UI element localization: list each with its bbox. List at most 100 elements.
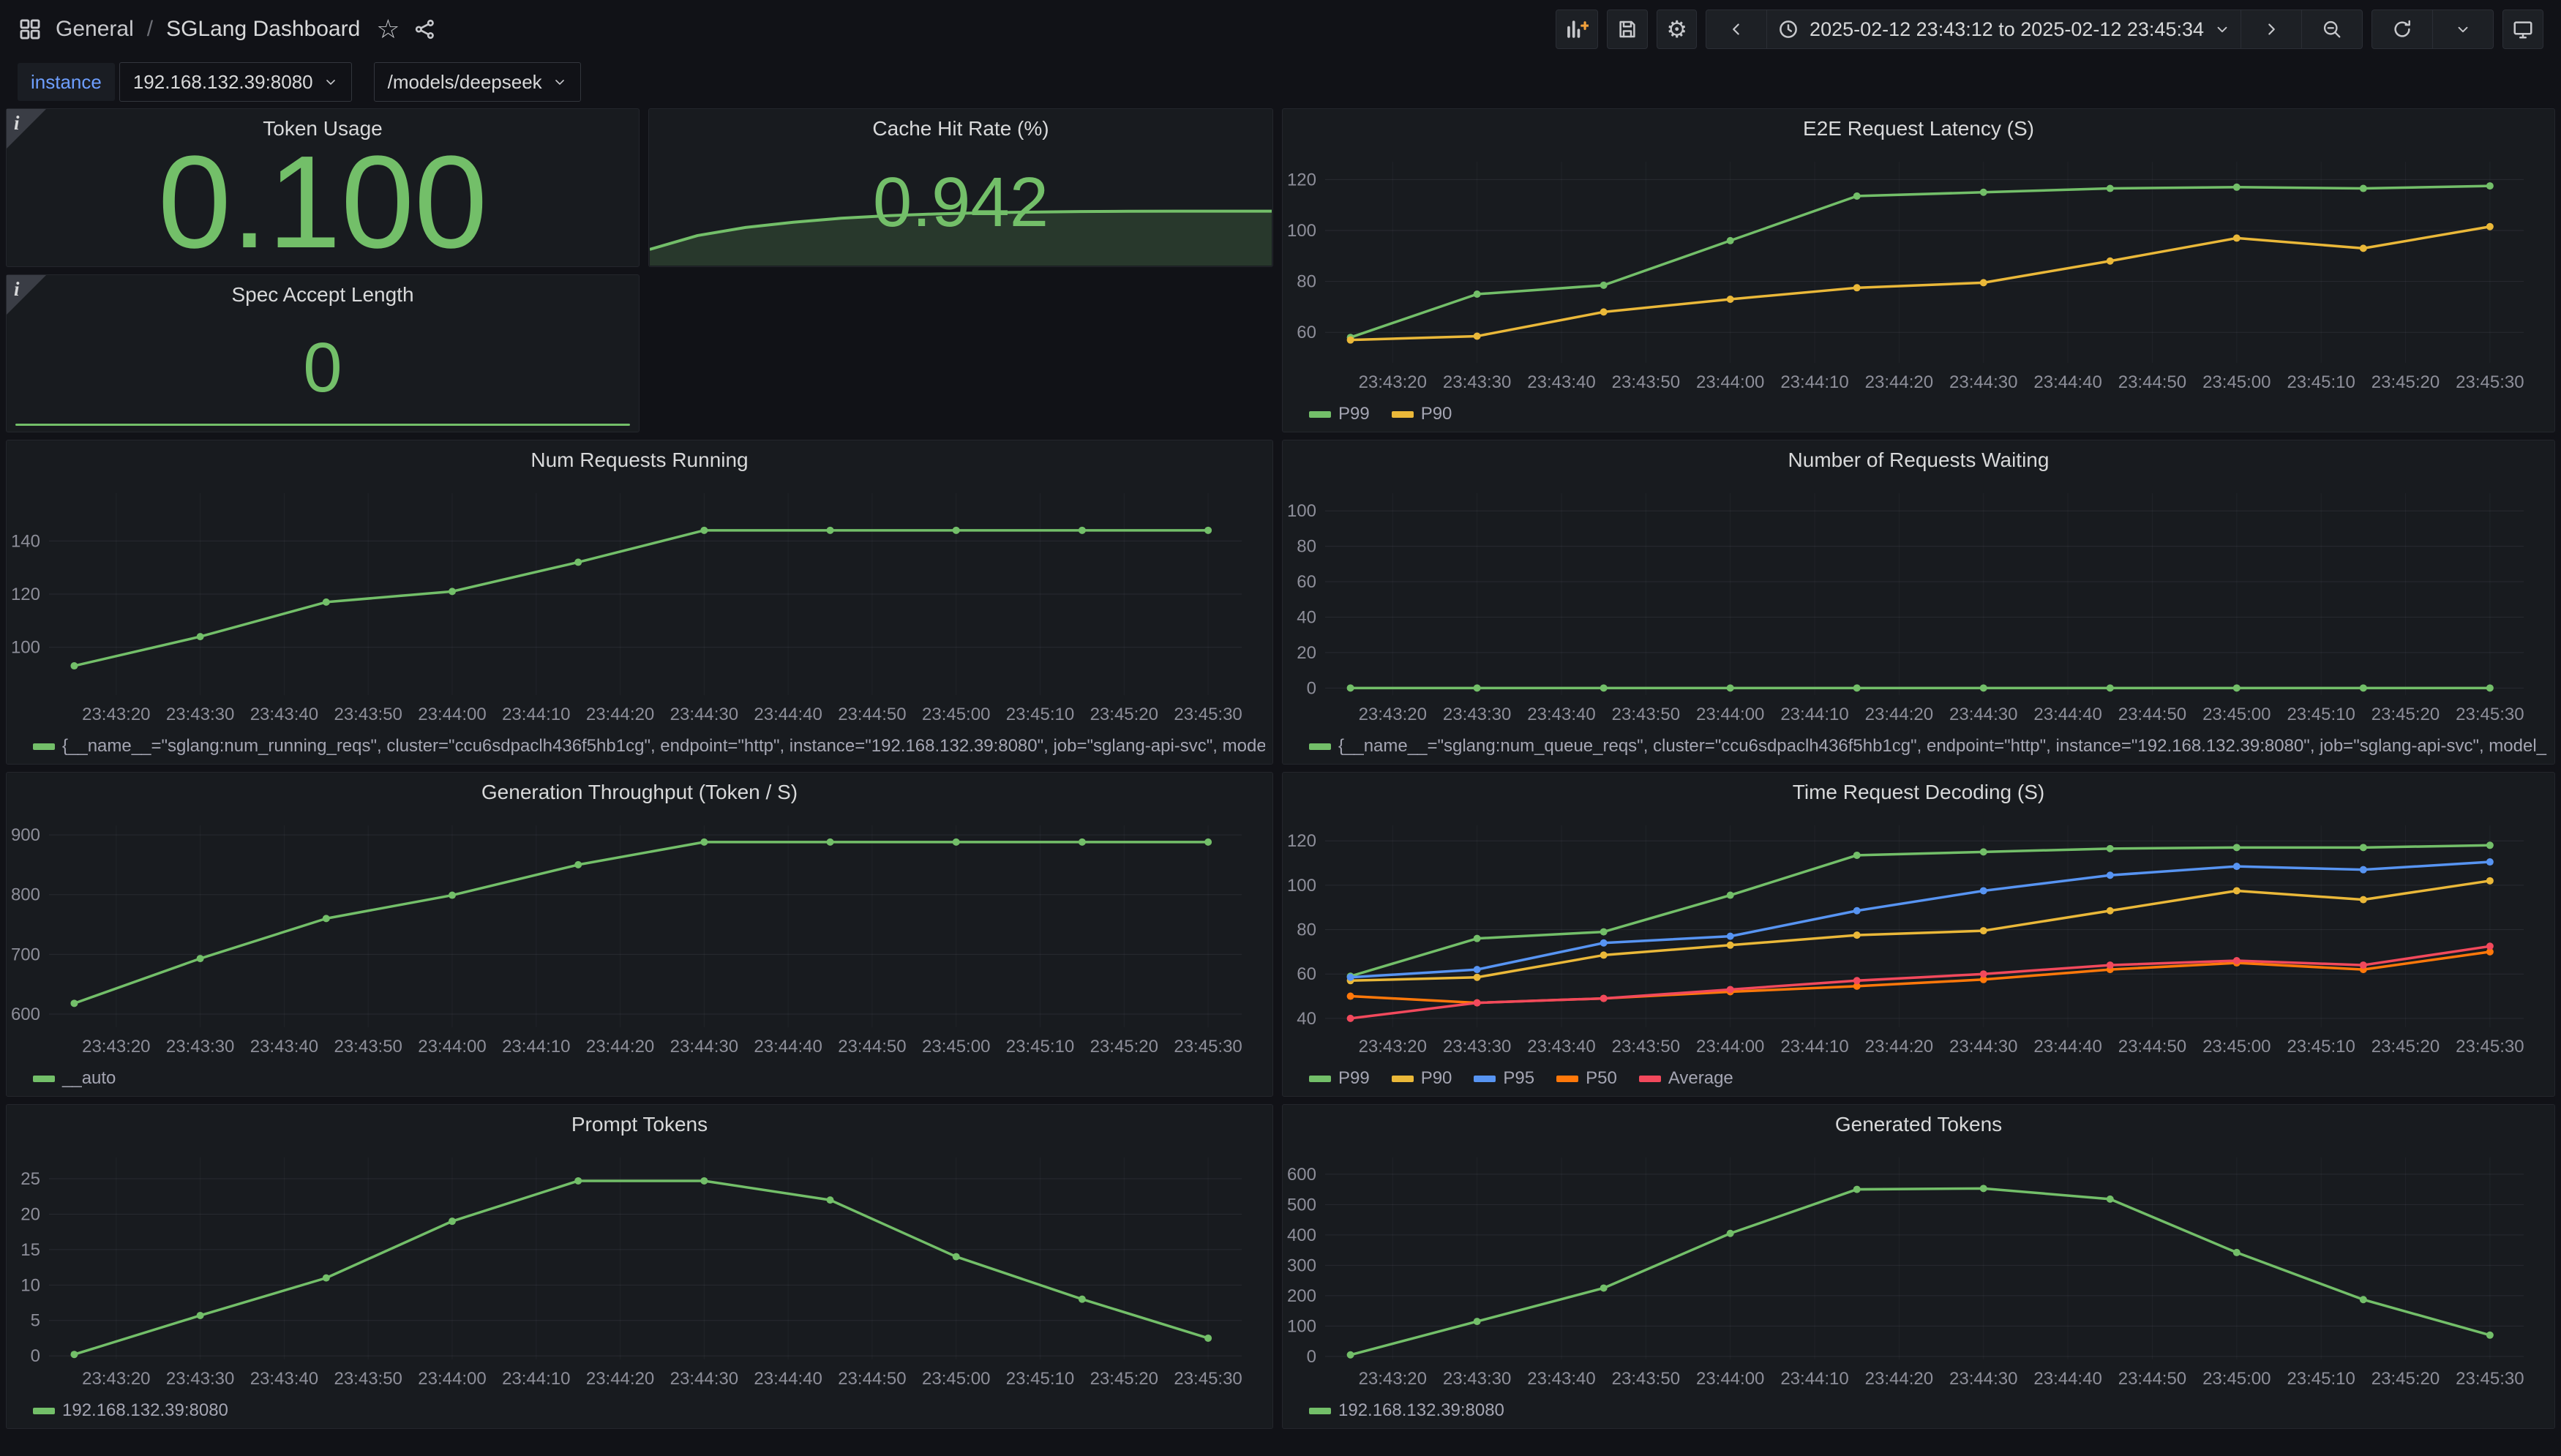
svg-text:23:44:10: 23:44:10 [1780, 372, 1848, 392]
panel-title[interactable]: Num Requests Running [530, 449, 749, 471]
legend-item[interactable]: P99 [1309, 404, 1370, 424]
legend-item[interactable]: P90 [1391, 404, 1452, 424]
svg-text:100: 100 [1287, 876, 1316, 896]
panel-title[interactable]: E2E Request Latency (S) [1803, 117, 2034, 140]
variable-instance-value: 192.168.132.39:8080 [132, 70, 313, 93]
svg-text:23:45:00: 23:45:00 [2202, 372, 2271, 392]
panel-title[interactable]: Spec Accept Length [231, 283, 414, 306]
refresh-interval-dropdown[interactable] [2432, 10, 2493, 48]
svg-text:23:45:00: 23:45:00 [922, 1037, 990, 1057]
stat-value: 0.100 [157, 128, 488, 276]
legend: 192.168.132.39:8080 [33, 1397, 1265, 1424]
timeseries-plot[interactable]: 23:43:20 23:43:30 23:43:40 23:43:50 23:44:00… [1284, 812, 2553, 1061]
panel-title[interactable]: Generation Throughput (Token / S) [481, 781, 798, 803]
dashboard-grid: i Token Usage 0.100 Cache Hit Rate (%) 0… [0, 105, 2561, 1456]
monitor-icon [2513, 21, 2532, 39]
svg-text:23:43:30: 23:43:30 [166, 1037, 234, 1057]
panel-title[interactable]: Number of Requests Waiting [1788, 449, 2050, 471]
svg-text:23:44:10: 23:44:10 [1780, 1369, 1848, 1389]
timeseries-plot[interactable]: 23:43:20 23:43:30 23:43:40 23:43:50 23:44:00… [1284, 480, 2553, 729]
dashboard-settings-button[interactable]: ⚙ [1657, 10, 1698, 49]
svg-text:23:44:30: 23:44:30 [1949, 1369, 2017, 1389]
svg-text:100: 100 [11, 638, 40, 658]
legend-label: P95 [1503, 1068, 1535, 1088]
time-range-picker[interactable]: 2025-02-12 23:43:12 to 2025-02-12 23:45:… [1766, 10, 2241, 48]
panel-info-corner-icon[interactable] [7, 109, 46, 149]
legend-item[interactable]: 192.168.132.39:8080 [33, 1400, 228, 1421]
timeseries-plot[interactable]: 23:43:20 23:43:30 23:43:40 23:43:50 23:44:00… [8, 1144, 1271, 1393]
svg-text:23:43:50: 23:43:50 [1612, 372, 1680, 392]
legend-swatch [1309, 1075, 1331, 1082]
timeseries-plot[interactable]: 23:43:20 23:43:30 23:43:40 23:43:50 23:44:00… [8, 812, 1271, 1061]
svg-text:23:44:10: 23:44:10 [502, 1369, 570, 1389]
panel-title[interactable]: Prompt Tokens [571, 1113, 708, 1136]
timeseries-plot[interactable]: 23:43:20 23:43:30 23:43:40 23:43:50 23:44:00… [8, 480, 1271, 729]
svg-text:23:44:50: 23:44:50 [2118, 372, 2186, 392]
legend-item[interactable]: {__name__="sglang:num_running_reqs", clu… [33, 736, 1265, 757]
time-shift-forward-button[interactable] [2241, 10, 2301, 48]
legend-swatch [1309, 410, 1331, 418]
panel-generated-tokens: Generated Tokens 23:43:20 23:43:30 23:43:4… [1282, 1104, 2555, 1429]
svg-text:120: 120 [11, 585, 40, 604]
timeseries-plot[interactable]: 23:43:20 23:43:30 23:43:40 23:43:50 23:44:00… [1284, 149, 2553, 397]
svg-text:23:43:40: 23:43:40 [250, 705, 318, 724]
breadcrumb-page-title[interactable]: SGLang Dashboard [166, 17, 361, 41]
share-icon[interactable] [413, 18, 437, 41]
sparkline-chart [650, 209, 1272, 266]
svg-text:23:44:10: 23:44:10 [1780, 1037, 1848, 1057]
variable-model-dropdown[interactable]: /models/deepseek [373, 62, 581, 102]
svg-text:120: 120 [1287, 831, 1316, 851]
svg-text:23:43:30: 23:43:30 [166, 1369, 234, 1389]
time-shift-back-button[interactable] [1706, 10, 1766, 48]
legend: {__name__="sglang:num_queue_reqs", clust… [1309, 733, 2547, 759]
svg-text:23:43:20: 23:43:20 [82, 705, 150, 724]
legend-swatch [33, 1075, 55, 1082]
refresh-button[interactable] [2372, 10, 2432, 48]
timeseries-plot[interactable]: 23:43:20 23:43:30 23:43:40 23:43:50 23:44:00… [1284, 1144, 2553, 1393]
panel-title[interactable]: Time Request Decoding (S) [1792, 781, 2045, 803]
panel-title[interactable]: Generated Tokens [1834, 1113, 2003, 1136]
variable-instance-dropdown[interactable]: 192.168.132.39:8080 [119, 62, 352, 102]
svg-text:23:45:20: 23:45:20 [2371, 372, 2440, 392]
legend-item[interactable]: {__name__="sglang:num_queue_reqs", clust… [1309, 736, 2547, 757]
legend-item[interactable]: P90 [1391, 1068, 1452, 1089]
legend-swatch [33, 743, 55, 750]
svg-text:23:44:20: 23:44:20 [586, 1037, 654, 1057]
legend-item[interactable]: P95 [1474, 1068, 1534, 1089]
panel-title[interactable]: Token Usage [263, 117, 383, 140]
legend-item[interactable]: 192.168.132.39:8080 [1309, 1400, 1504, 1421]
svg-text:23:44:50: 23:44:50 [838, 705, 906, 724]
add-panel-button[interactable] [1556, 10, 1599, 49]
panel-info-corner-icon[interactable] [7, 275, 46, 315]
panel-title[interactable]: Cache Hit Rate (%) [872, 117, 1049, 140]
zoom-out-time-button[interactable] [2301, 10, 2362, 48]
legend-item[interactable]: Average [1638, 1068, 1733, 1089]
legend-label: P90 [1420, 404, 1452, 424]
legend-item[interactable]: P99 [1309, 1068, 1370, 1089]
legend-label: P99 [1338, 1068, 1370, 1088]
svg-text:23:44:20: 23:44:20 [1865, 705, 1933, 724]
svg-text:23:44:00: 23:44:00 [1696, 372, 1764, 392]
star-icon[interactable]: ☆ [376, 14, 400, 44]
chevron-down-icon [2217, 26, 2227, 33]
svg-text:23:43:50: 23:43:50 [1612, 1037, 1680, 1057]
panel-spec-accept-length: i Spec Accept Length 0 [6, 274, 640, 432]
legend-label: __auto [62, 1068, 116, 1088]
svg-text:23:45:10: 23:45:10 [2287, 1037, 2355, 1057]
svg-text:23:44:00: 23:44:00 [418, 1037, 486, 1057]
legend: 192.168.132.39:8080 [1309, 1397, 2547, 1424]
svg-text:80: 80 [1297, 920, 1316, 940]
save-dashboard-button[interactable] [1607, 10, 1649, 49]
apps-grid-icon[interactable] [18, 17, 42, 42]
panel-e2e-request-latency: E2E Request Latency (S) 23:43:20 23:43:30… [1282, 108, 2555, 432]
svg-text:23:44:40: 23:44:40 [754, 1369, 822, 1389]
cycle-view-mode-button[interactable] [2502, 10, 2543, 49]
breadcrumb-section[interactable]: General [56, 17, 134, 41]
legend-item[interactable]: P50 [1556, 1068, 1617, 1089]
svg-text:400: 400 [1287, 1226, 1316, 1245]
svg-text:23:44:50: 23:44:50 [838, 1037, 906, 1057]
legend-item[interactable]: __auto [33, 1068, 116, 1089]
panel-generation-throughput: Generation Throughput (Token / S) 23:43:… [6, 772, 1273, 1097]
svg-text:23:45:30: 23:45:30 [1174, 705, 1242, 724]
svg-text:600: 600 [11, 1005, 40, 1024]
